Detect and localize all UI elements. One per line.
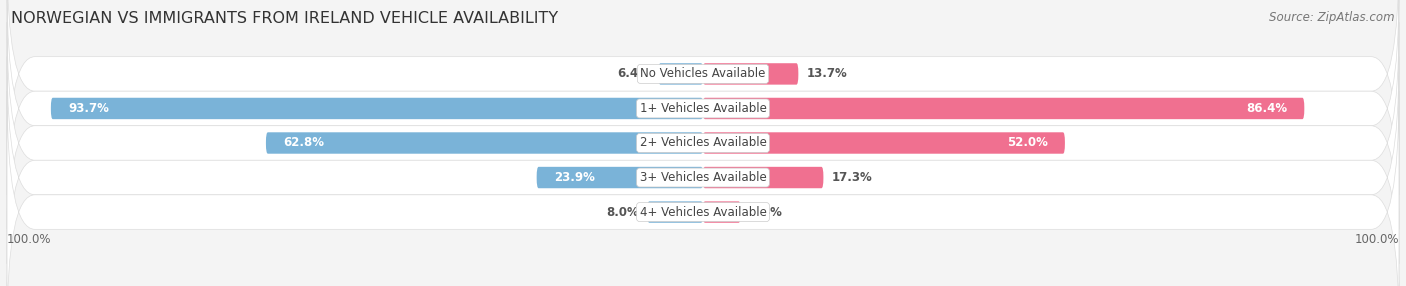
Text: 8.0%: 8.0% [606,206,638,219]
Text: 6.4%: 6.4% [617,67,650,80]
FancyBboxPatch shape [703,167,824,188]
FancyBboxPatch shape [7,91,1399,286]
Text: 23.9%: 23.9% [554,171,595,184]
Text: 3+ Vehicles Available: 3+ Vehicles Available [640,171,766,184]
Text: 86.4%: 86.4% [1246,102,1286,115]
FancyBboxPatch shape [658,63,703,85]
Text: 52.0%: 52.0% [1007,136,1047,150]
FancyBboxPatch shape [7,57,1399,286]
FancyBboxPatch shape [703,63,799,85]
FancyBboxPatch shape [7,0,1399,195]
Text: 62.8%: 62.8% [284,136,325,150]
FancyBboxPatch shape [703,98,1305,119]
Text: Source: ZipAtlas.com: Source: ZipAtlas.com [1270,11,1395,24]
FancyBboxPatch shape [537,167,703,188]
FancyBboxPatch shape [703,201,741,223]
Text: 100.0%: 100.0% [1354,233,1399,247]
Text: No Vehicles Available: No Vehicles Available [640,67,766,80]
Text: 4+ Vehicles Available: 4+ Vehicles Available [640,206,766,219]
Text: 17.3%: 17.3% [832,171,873,184]
Text: 5.4%: 5.4% [749,206,782,219]
Text: 13.7%: 13.7% [807,67,848,80]
FancyBboxPatch shape [7,0,1399,229]
FancyBboxPatch shape [51,98,703,119]
Text: 100.0%: 100.0% [7,233,52,247]
Text: 1+ Vehicles Available: 1+ Vehicles Available [640,102,766,115]
Text: 93.7%: 93.7% [69,102,110,115]
FancyBboxPatch shape [647,201,703,223]
FancyBboxPatch shape [7,22,1399,264]
FancyBboxPatch shape [703,132,1064,154]
FancyBboxPatch shape [266,132,703,154]
Text: NORWEGIAN VS IMMIGRANTS FROM IRELAND VEHICLE AVAILABILITY: NORWEGIAN VS IMMIGRANTS FROM IRELAND VEH… [11,11,558,26]
Text: 2+ Vehicles Available: 2+ Vehicles Available [640,136,766,150]
